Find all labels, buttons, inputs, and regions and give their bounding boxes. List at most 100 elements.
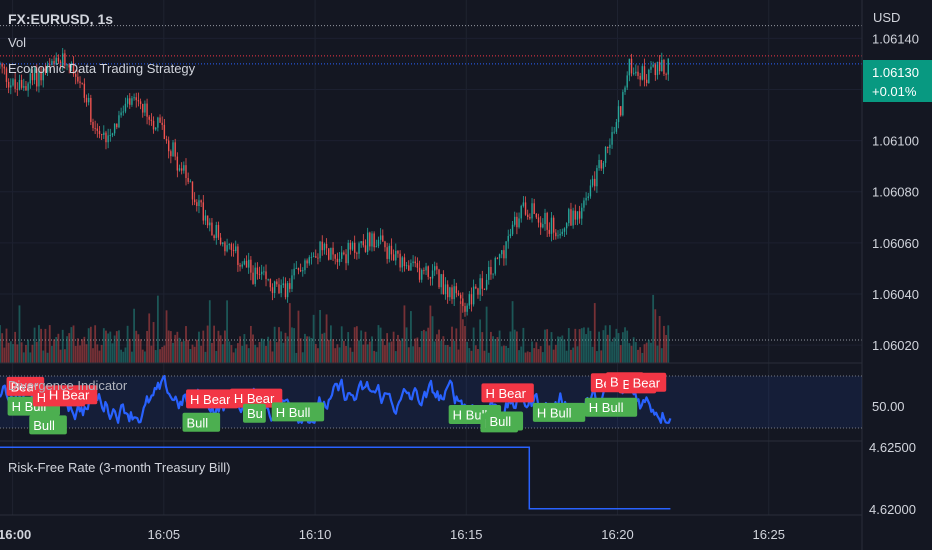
volume-bar xyxy=(204,351,207,363)
candle-body xyxy=(103,132,105,135)
volume-bar xyxy=(63,349,66,363)
indicator-vol[interactable]: Vol xyxy=(8,35,26,50)
candle-body xyxy=(620,106,622,116)
volume-bar xyxy=(161,346,164,363)
candle-body xyxy=(291,275,293,289)
volume-bar xyxy=(500,346,503,363)
candle-body xyxy=(336,258,339,263)
candle-body xyxy=(520,205,522,219)
volume-bar xyxy=(621,332,624,363)
volume-bar xyxy=(377,325,380,363)
candle-body xyxy=(271,287,274,294)
candle-body xyxy=(299,270,302,272)
volume-bar xyxy=(375,351,378,363)
price-pane[interactable] xyxy=(0,25,862,363)
volume-bar xyxy=(552,349,555,363)
candle-body xyxy=(639,75,641,80)
candle-body xyxy=(267,279,269,280)
volume-bar xyxy=(213,325,216,363)
volume-bar xyxy=(284,332,287,363)
candle-body xyxy=(248,259,250,268)
candle-body xyxy=(581,207,583,219)
candle-body xyxy=(624,87,626,93)
candle-body xyxy=(286,283,289,298)
volume-bar xyxy=(342,340,345,363)
volume-bar xyxy=(531,341,533,363)
candle-body xyxy=(546,212,548,230)
volume-bar xyxy=(539,346,542,363)
candle-body xyxy=(630,58,633,74)
volume-bar xyxy=(31,344,34,363)
candle-body xyxy=(516,216,518,228)
volume-bar xyxy=(401,338,404,363)
volume-bar xyxy=(479,319,482,363)
volume-bar xyxy=(654,309,657,363)
candle-body xyxy=(146,103,148,117)
candle-body xyxy=(552,217,555,233)
candle-body xyxy=(293,268,295,276)
divergence-label-bear: H Bear xyxy=(44,385,98,405)
candle-body xyxy=(105,132,107,143)
volume-bar xyxy=(271,351,274,363)
volume-bar xyxy=(442,336,445,363)
volume-bar xyxy=(89,326,92,363)
currency-label[interactable]: USD xyxy=(873,10,900,25)
candle-body xyxy=(652,64,654,67)
volume-bar xyxy=(587,327,590,363)
divergence-label-box xyxy=(628,372,667,392)
candle-body xyxy=(358,243,360,254)
volume-bar xyxy=(245,344,248,363)
volume-bar xyxy=(85,344,88,363)
candle-body xyxy=(308,257,310,264)
volume-bar xyxy=(144,351,146,363)
candle-body xyxy=(522,202,525,206)
volume-bar xyxy=(349,347,352,363)
volume-bar xyxy=(466,341,469,363)
candle-body xyxy=(436,266,438,270)
volume-bar xyxy=(275,342,278,363)
volume-bar xyxy=(9,341,12,363)
volume-bar xyxy=(451,326,453,363)
volume-bar xyxy=(297,310,300,363)
volume-bar xyxy=(481,332,484,363)
candle-body xyxy=(353,242,356,253)
volume-bar xyxy=(559,336,562,363)
candle-body xyxy=(607,146,609,148)
rate-pane-title[interactable]: Risk-Free Rate (3-month Treasury Bill) xyxy=(8,460,231,475)
volume-bar xyxy=(33,327,36,363)
candle-body xyxy=(438,269,440,288)
volume-bar xyxy=(133,308,135,363)
volume-bar xyxy=(667,325,670,363)
volume-bar xyxy=(533,348,536,363)
divergence-pane-title[interactable]: Divergence Indicator xyxy=(8,378,128,393)
candle-body xyxy=(332,247,334,255)
volume-bar xyxy=(278,327,280,363)
price-tick-label: 1.06020 xyxy=(872,338,919,353)
indicator-strategy[interactable]: Economic Data Trading Strategy xyxy=(8,61,196,76)
volume-bar xyxy=(438,329,440,363)
volume-bars xyxy=(0,294,670,363)
candle-body xyxy=(189,181,192,183)
rate-axis[interactable]: 4.62500 4.62000 xyxy=(869,440,916,517)
time-axis[interactable]: 16:00 16:05 16:10 16:15 16:20 16:25 xyxy=(0,527,785,542)
volume-bar xyxy=(373,350,376,363)
candle-body xyxy=(408,265,410,271)
candle-body xyxy=(334,254,336,259)
volume-bar xyxy=(156,295,159,363)
volume-bar xyxy=(128,338,131,363)
rate-pane[interactable]: Risk-Free Rate (3-month Treasury Bill) xyxy=(0,446,671,510)
candle-body xyxy=(550,217,553,234)
candle-body xyxy=(600,159,602,169)
volume-bar xyxy=(267,336,270,363)
volume-bar xyxy=(44,328,47,363)
symbol-title[interactable]: FX:EURUSD, 1s xyxy=(8,11,113,27)
candle-body xyxy=(284,283,287,298)
volume-bar xyxy=(641,352,644,363)
volume-bar xyxy=(1,333,4,363)
candle-body xyxy=(122,111,124,113)
volume-bar xyxy=(260,338,263,363)
volume-bar xyxy=(416,337,419,363)
